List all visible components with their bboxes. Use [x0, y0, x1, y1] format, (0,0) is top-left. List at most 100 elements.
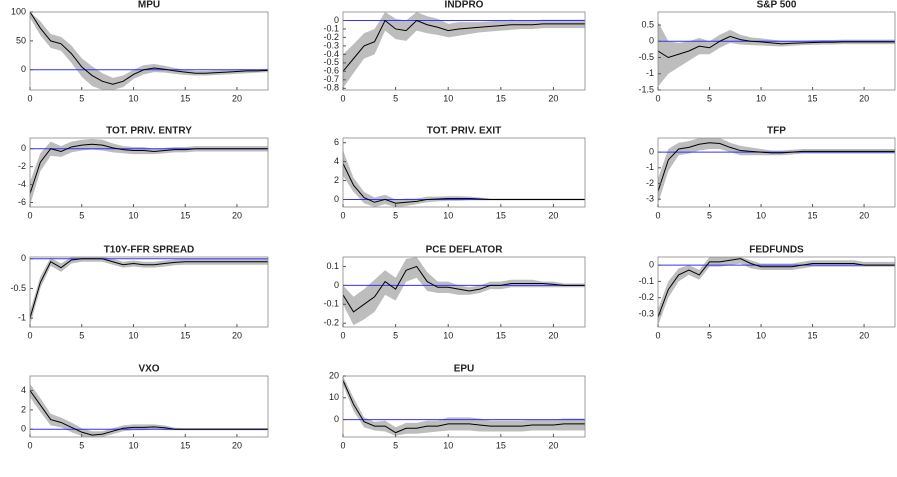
x-tick-label: 5 [79, 330, 84, 340]
response-line [343, 265, 585, 313]
y-tick-label: -0.5 [638, 52, 654, 62]
y-tick-label: 0 [21, 424, 26, 434]
response-line [658, 142, 895, 192]
x-tick-label: 0 [27, 440, 32, 450]
chart-title: EPU [454, 364, 475, 375]
plot-area [30, 257, 268, 327]
x-tick-label: 20 [548, 440, 558, 450]
confidence-band [658, 21, 895, 87]
y-tick-label: 4 [334, 156, 339, 166]
plot-frame [342, 11, 586, 91]
y-tick-label: -0.2 [638, 292, 654, 302]
x-tick-label: 10 [756, 93, 766, 103]
plot-frame [657, 11, 896, 91]
x-tick-label: 5 [707, 330, 712, 340]
x-tick-label: 5 [79, 93, 84, 103]
x-tick-label: 5 [707, 210, 712, 220]
y-tick-label: -0.1 [323, 23, 339, 33]
x-tick-label: 20 [859, 93, 869, 103]
confidence-band [30, 12, 268, 90]
y-tick-label: -2 [646, 178, 654, 188]
chart-title: FEDFUNDS [749, 245, 804, 256]
x-tick-label: 15 [496, 440, 506, 450]
chart-title: INDPRO [445, 0, 484, 11]
subplot: TFP 0 5 10 15 20 -3 -2 -1 0 [646, 126, 896, 220]
response-line [658, 35, 895, 59]
x-tick-label: 20 [548, 93, 558, 103]
y-tick-label: 0 [21, 64, 26, 74]
plot-frame [342, 137, 586, 208]
chart-title: S&P 500 [757, 0, 797, 11]
subplot: T10Y-FFR SPREAD 0 5 10 15 20 -1 -0.5 0 [10, 245, 269, 340]
y-tick-label: 50 [16, 35, 26, 45]
confidence-band [343, 150, 585, 207]
y-tick-label: -6 [18, 197, 26, 207]
confidence-band [343, 376, 585, 436]
confidence-band [658, 138, 895, 204]
x-tick-label: 10 [443, 330, 453, 340]
plot-frame [657, 256, 896, 328]
response-line [30, 390, 268, 436]
plot-content [30, 383, 268, 437]
y-tick-label: 20 [329, 370, 339, 380]
chart-title: T10Y-FFR SPREAD [104, 245, 195, 256]
y-tick-label: 0 [649, 260, 654, 270]
y-tick-label: -2 [18, 161, 26, 171]
x-tick-label: 5 [707, 93, 712, 103]
x-tick-label: 20 [859, 210, 869, 220]
x-tick-label: 10 [443, 210, 453, 220]
y-tick-label: 0 [334, 194, 339, 204]
confidence-band [343, 12, 585, 89]
y-tick-label: -0.1 [323, 299, 339, 309]
x-tick-label: 15 [180, 210, 190, 220]
plot-content [658, 257, 895, 326]
plot-content [343, 150, 585, 207]
plot-content [343, 257, 585, 326]
y-tick-label: -3 [646, 194, 654, 204]
chart-title: MPU [138, 0, 160, 11]
x-tick-label: 15 [808, 330, 818, 340]
y-tick-label: -0.1 [638, 276, 654, 286]
y-tick-label: 0 [649, 36, 654, 46]
y-tick-label: 0 [21, 143, 26, 153]
response-line [343, 19, 585, 72]
x-tick-label: 5 [393, 440, 398, 450]
plot-frame [657, 137, 896, 208]
x-tick-label: 15 [496, 330, 506, 340]
x-tick-label: 20 [232, 210, 242, 220]
x-tick-label: 0 [27, 93, 32, 103]
subplot: FEDFUNDS 0 5 10 15 20 -0.3 -0.2 -0.1 0 [638, 245, 896, 340]
y-tick-label: 0 [334, 414, 339, 424]
x-tick-label: 10 [756, 330, 766, 340]
y-tick-label: -0.7 [323, 74, 339, 84]
confidence-band [30, 383, 268, 437]
y-tick-label: -1.5 [638, 84, 654, 94]
plot-content [30, 138, 268, 206]
x-tick-label: 15 [808, 210, 818, 220]
chart-title: TOT. PRIV. EXIT [427, 126, 501, 137]
plot-frame [29, 11, 269, 91]
response-line [658, 258, 895, 318]
y-tick-label: 2 [21, 404, 26, 414]
plot-content [658, 21, 895, 87]
x-tick-label: 0 [340, 330, 345, 340]
y-tick-label: 0.1 [326, 261, 339, 271]
x-tick-label: 20 [232, 440, 242, 450]
plot-content [343, 376, 585, 436]
x-tick-label: 5 [393, 93, 398, 103]
x-tick-label: 20 [548, 210, 558, 220]
y-tick-label: -4 [18, 179, 26, 189]
x-tick-label: 10 [128, 440, 138, 450]
subplot: S&P 500 0 5 10 15 20 -1.5 -1 -0.5 0 0.5 [638, 0, 896, 103]
plot-frame [29, 256, 269, 328]
y-tick-label: -0.2 [323, 32, 339, 42]
response-line [343, 163, 585, 204]
confidence-band [658, 257, 895, 326]
plot-content [658, 138, 895, 204]
y-tick-label: 0 [649, 146, 654, 156]
x-tick-label: 20 [859, 330, 869, 340]
response-line [30, 258, 268, 319]
x-tick-label: 0 [340, 93, 345, 103]
